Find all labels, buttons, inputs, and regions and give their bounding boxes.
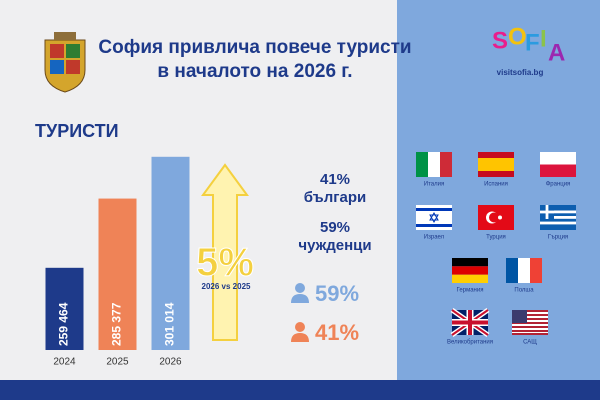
crest [44, 32, 86, 93]
bar-value-label: 285 377 [110, 302, 124, 346]
logo-letter: O [508, 23, 527, 50]
country-label: Полша [514, 288, 534, 294]
share-label: чужденци [298, 237, 371, 254]
flags [416, 152, 576, 338]
logo-letter: I [540, 25, 547, 52]
x-tick-label: 2026 [159, 357, 182, 368]
bar [98, 198, 137, 350]
bar-value-label: 259 464 [57, 302, 71, 346]
country-label: Италия [424, 182, 444, 188]
share-value: 59% [320, 219, 350, 236]
logo-letter: F [525, 29, 540, 56]
share-label: българи [304, 189, 367, 206]
logo-letter: S [492, 27, 508, 54]
logo-url: visitsofia.bg [497, 68, 544, 77]
share-icon-value: 59% [315, 281, 359, 306]
x-tick-label: 2025 [106, 357, 129, 368]
share-value: 41% [320, 171, 350, 188]
bar-chart: 259 464 2024 285 377 2025 301 014 2026 [45, 156, 190, 368]
country-label: Турция [486, 235, 506, 241]
x-tick-label: 2024 [53, 357, 76, 368]
bar [151, 156, 190, 350]
country-label: САЩ [523, 340, 537, 346]
growth-value: 5% [196, 241, 254, 285]
bar [45, 267, 84, 350]
right-panel [397, 0, 600, 400]
country-label: Великобритания [447, 340, 493, 346]
footer-strip [0, 380, 600, 400]
logo: S O F I A [492, 23, 565, 66]
person-icon [291, 322, 309, 342]
title-line: София привлича повече туристи [98, 37, 411, 58]
bar-value-label: 301 014 [163, 302, 177, 346]
title-line: в началото на 2026 г. [157, 61, 352, 82]
growth-arrow [201, 163, 249, 341]
country-label: Израел [424, 235, 445, 241]
person-icon [291, 283, 309, 303]
growth-label: 2026 vs 2025 [202, 282, 251, 291]
country-label: Франция [546, 182, 571, 188]
country-label: Гърция [548, 235, 568, 241]
logo-letter: A [548, 39, 565, 66]
share-icon-value: 41% [315, 320, 359, 345]
country-label: Испания [484, 182, 508, 188]
country-label: Германия [457, 288, 484, 294]
chart-title: ТУРИСТИ [35, 121, 119, 141]
